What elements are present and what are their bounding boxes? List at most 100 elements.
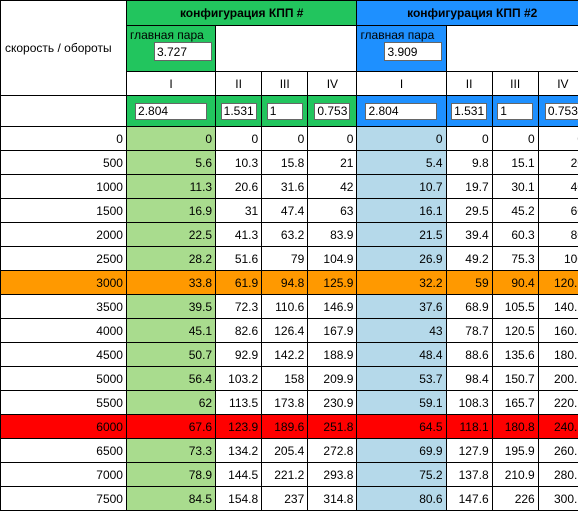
config2-gear-4-label: IV bbox=[537, 71, 578, 96]
config2-speed-gear-1: 43 bbox=[356, 318, 447, 343]
config2-speed-gear-3: 180.8 bbox=[491, 414, 539, 439]
config2-speed-gear-4: 300.1 bbox=[537, 486, 578, 511]
config1-speed-gear-4: 104.9 bbox=[307, 246, 358, 271]
config2-speed-gear-4: 220.1 bbox=[537, 390, 578, 415]
config1-main-pair-cell: главная пара bbox=[125, 25, 217, 72]
config1-speed-gear-2: 0 bbox=[215, 126, 263, 151]
config2-speed-gear-2: 88.6 bbox=[445, 342, 493, 367]
config2-ratio-3-input[interactable] bbox=[497, 102, 534, 120]
config1-speed-gear-1: 28.2 bbox=[125, 246, 217, 271]
config2-speed-gear-2: 49.2 bbox=[445, 246, 493, 271]
config2-speed-gear-2: 59 bbox=[445, 270, 493, 295]
config2-ratio-4-cell bbox=[537, 95, 578, 127]
rpm-cell: 1000 bbox=[0, 174, 127, 199]
config2-ratio-2-input[interactable] bbox=[451, 102, 488, 120]
config1-speed-gear-1: 0 bbox=[125, 126, 217, 151]
config1-ratio-1-input[interactable] bbox=[135, 102, 208, 120]
config1-speed-gear-1: 16.9 bbox=[125, 198, 217, 223]
rpm-cell: 5500 bbox=[0, 390, 127, 415]
config1-ratio-3-input[interactable] bbox=[266, 102, 303, 120]
config1-speed-gear-4: 146.9 bbox=[307, 294, 358, 319]
config2-speed-gear-1: 0 bbox=[356, 126, 447, 151]
config2-speed-gear-2: 98.4 bbox=[445, 366, 493, 391]
config2-speed-gear-4: 60 bbox=[537, 198, 578, 223]
config2-speed-gear-2: 0 bbox=[445, 126, 493, 151]
config1-speed-gear-1: 33.8 bbox=[125, 270, 217, 295]
config1-speed-gear-2: 10.3 bbox=[215, 150, 263, 175]
config1-speed-gear-1: 45.1 bbox=[125, 318, 217, 343]
table-row: 000000000 bbox=[0, 126, 578, 151]
config1-main-pair-label: главная пара bbox=[129, 28, 204, 42]
rpm-cell: 5000 bbox=[0, 366, 127, 391]
rpm-cell: 7500 bbox=[0, 486, 127, 511]
config1-speed-gear-1: 67.6 bbox=[125, 414, 217, 439]
rpm-cell: 1500 bbox=[0, 198, 127, 223]
config1-speed-gear-4: 251.8 bbox=[307, 414, 358, 439]
config1-speed-gear-4: 272.8 bbox=[307, 438, 358, 463]
config1-speed-gear-3: 79 bbox=[261, 246, 309, 271]
config1-speed-gear-3: 237 bbox=[261, 486, 309, 511]
config2-speed-gear-4: 0 bbox=[537, 126, 578, 151]
config2-speed-gear-2: 68.9 bbox=[445, 294, 493, 319]
config1-speed-gear-4: 83.9 bbox=[307, 222, 358, 247]
config2-ratio-4-input[interactable] bbox=[544, 102, 578, 120]
config1-spacer bbox=[215, 25, 358, 72]
config2-speed-gear-1: 5.4 bbox=[356, 150, 447, 175]
config2-speed-gear-3: 226 bbox=[491, 486, 539, 511]
config1-speed-gear-2: 134.2 bbox=[215, 438, 263, 463]
config2-main-pair-input[interactable] bbox=[384, 42, 443, 61]
config1-speed-gear-3: 63.2 bbox=[261, 222, 309, 247]
config1-ratio-4-input[interactable] bbox=[314, 102, 351, 120]
table-row: 7000 78.9 144.5 221.2 293.8 75.2 137.8 210.9 280… bbox=[0, 462, 578, 487]
config1-speed-gear-3: 47.4 bbox=[261, 198, 309, 223]
config1-speed-gear-2: 61.9 bbox=[215, 270, 263, 295]
config2-speed-gear-2: 39.4 bbox=[445, 222, 493, 247]
config2-speed-gear-4: 40 bbox=[537, 174, 578, 199]
config2-speed-gear-2: 127.9 bbox=[445, 438, 493, 463]
config2-ratio-1-input[interactable] bbox=[365, 102, 438, 120]
config2-speed-gear-2: 118.1 bbox=[445, 414, 493, 439]
rpm-cell: 7000 bbox=[0, 462, 127, 487]
config1-ratio-2-input[interactable] bbox=[220, 102, 257, 120]
config1-speed-gear-2: 20.6 bbox=[215, 174, 263, 199]
config1-speed-gear-1: 56.4 bbox=[125, 366, 217, 391]
config1-speed-gear-2: 72.3 bbox=[215, 294, 263, 319]
table-row: 6500 73.3 134.2 205.4 272.8 69.9 127.9 195.9 260… bbox=[0, 438, 578, 463]
config2-speed-gear-3: 120.5 bbox=[491, 318, 539, 343]
config1-speed-gear-3: 158 bbox=[261, 366, 309, 391]
config1-speed-gear-2: 92.9 bbox=[215, 342, 263, 367]
config2-speed-gear-1: 80.6 bbox=[356, 486, 447, 511]
config1-title: конфигурация КПП # bbox=[125, 0, 358, 26]
config1-ratio-1-cell bbox=[125, 95, 217, 127]
config2-speed-gear-2: 19.7 bbox=[445, 174, 493, 199]
config1-speed-gear-3: 110.6 bbox=[261, 294, 309, 319]
config1-gear-2-label: II bbox=[215, 71, 263, 96]
config1-speed-gear-3: 94.8 bbox=[261, 270, 309, 295]
config1-speed-gear-2: 51.6 bbox=[215, 246, 263, 271]
config2-speed-gear-1: 16.1 bbox=[356, 198, 447, 223]
config1-speed-gear-2: 41.3 bbox=[215, 222, 263, 247]
rpm-cell: 0 bbox=[0, 126, 127, 151]
config1-speed-gear-2: 31 bbox=[215, 198, 263, 223]
config2-speed-gear-2: 9.8 bbox=[445, 150, 493, 175]
config2-gear-1-label: I bbox=[356, 71, 447, 96]
config2-speed-gear-4: 100 bbox=[537, 246, 578, 271]
config1-main-pair-input[interactable] bbox=[153, 42, 212, 61]
config1-speed-gear-1: 5.6 bbox=[125, 150, 217, 175]
config1-speed-gear-1: 84.5 bbox=[125, 486, 217, 511]
config2-speed-gear-1: 21.5 bbox=[356, 222, 447, 247]
config1-speed-gear-3: 173.8 bbox=[261, 390, 309, 415]
rpm-cell: 2000 bbox=[0, 222, 127, 247]
config1-speed-gear-1: 11.3 bbox=[125, 174, 217, 199]
rpm-column-header: скорость / обороты bbox=[0, 0, 127, 96]
config2-speed-gear-1: 59.1 bbox=[356, 390, 447, 415]
config2-speed-gear-3: 105.5 bbox=[491, 294, 539, 319]
config2-spacer bbox=[445, 25, 578, 72]
config2-main-pair-label: главная пара bbox=[360, 28, 435, 42]
